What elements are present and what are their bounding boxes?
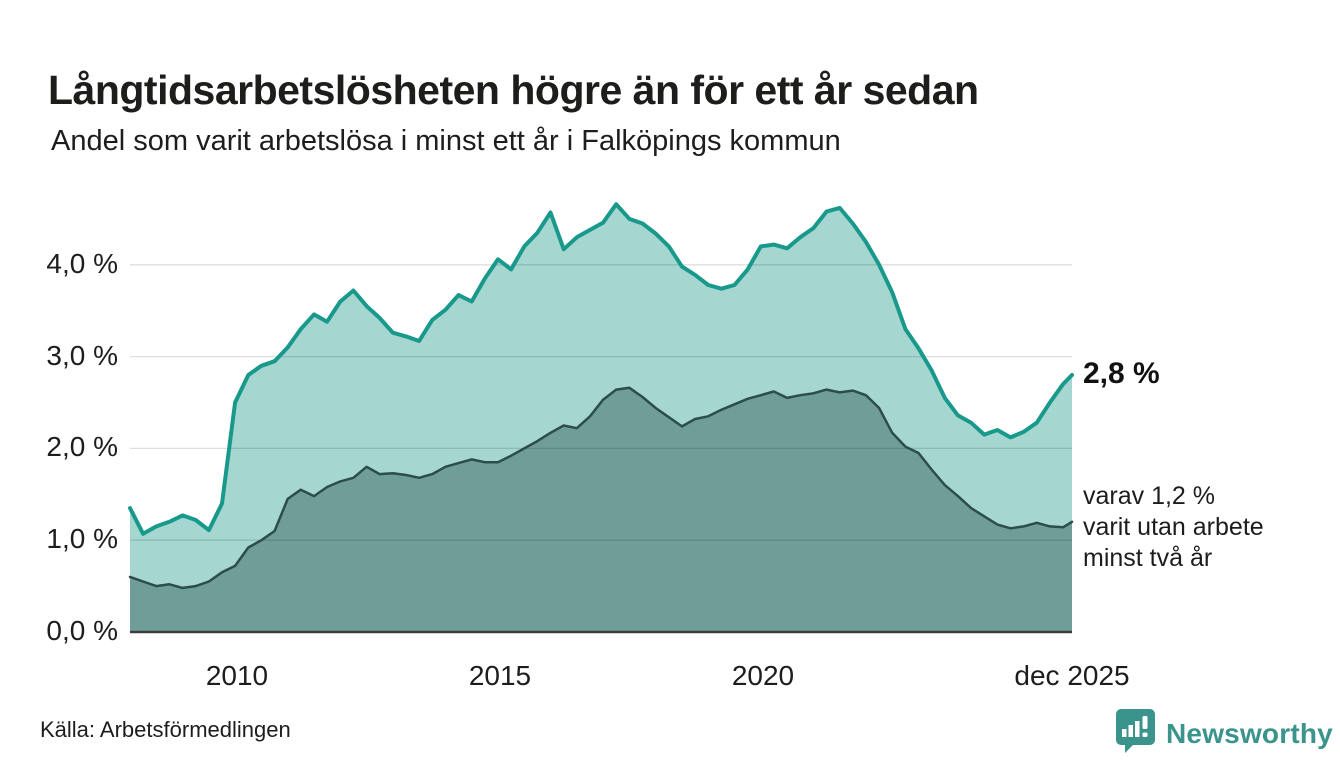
newsworthy-logo: Newsworthy [1115,708,1333,759]
y-axis-tick-label: 0,0 % [46,615,118,646]
newsworthy-logo-icon [1115,708,1156,759]
x-axis-tick-label: dec 2025 [1014,660,1130,691]
y-axis-tick-label: 3,0 % [46,340,118,371]
x-axis-tick-label: 2010 [205,660,269,691]
secondary-value-line: minst två år [1083,544,1213,572]
latest-value-label: 2,8 % [1083,357,1160,390]
page-title: Långtidsarbetslösheten högre än för ett … [48,67,979,114]
chart-subtitle: Andel som varit arbetslösa i minst ett å… [51,125,841,157]
secondary-value-label: varav 1,2 % varit utan arbete minst två … [1083,481,1264,574]
secondary-value-line: varav 1,2 % [1083,482,1216,510]
source-note: Källa: Arbetsförmedlingen [40,717,291,742]
secondary-value-line: varit utan arbete [1083,513,1264,541]
y-axis-tick-label: 2,0 % [46,431,118,462]
x-axis-tick-label: 2020 [731,660,795,691]
newsworthy-wordmark: Newsworthy [1166,717,1333,749]
y-axis-tick-label: 4,0 % [46,248,118,279]
x-axis-tick-label: 2015 [468,660,532,691]
y-axis-tick-label: 1,0 % [46,523,118,554]
